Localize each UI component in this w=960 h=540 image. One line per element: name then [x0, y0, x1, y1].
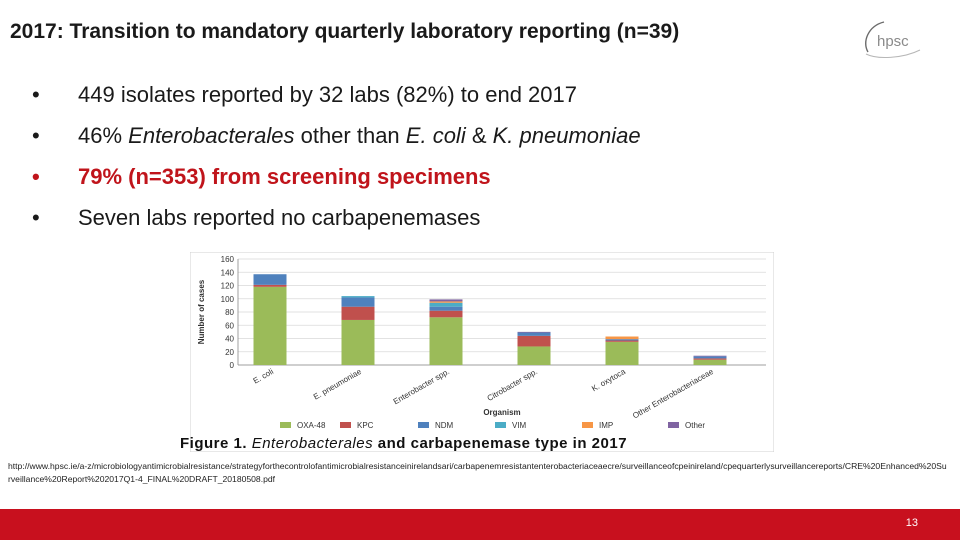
hpsc-logo	[865, 21, 921, 58]
bar-segment	[517, 332, 551, 336]
bar-segment	[429, 302, 463, 307]
legend-label: KPC	[357, 421, 374, 430]
y-tick-label: 100	[221, 295, 235, 304]
bullet-item: • 449 isolates reported by 32 labs (82%) …	[32, 80, 641, 121]
legend-label: OXA-48	[297, 421, 326, 430]
logo-text: hpsc	[877, 33, 909, 50]
bullet-text: 79% (n=353) from screening specimens	[78, 164, 491, 189]
bullet-item: • 46% Enterobacterales other than E. coli…	[32, 121, 641, 162]
y-tick-label: 60	[225, 321, 234, 330]
legend-swatch	[418, 422, 429, 428]
legend-swatch	[340, 422, 351, 428]
page-number: 13	[905, 517, 918, 529]
bullet-item: • Seven labs reported no carbapenemases	[32, 203, 641, 244]
bullet-text: &	[465, 123, 493, 148]
footer-bar: 13	[0, 509, 960, 540]
bullet-dot: •	[32, 82, 40, 107]
bullet-text: E. coli	[405, 123, 466, 148]
bullet-dot: •	[32, 164, 40, 189]
bar-segment	[253, 284, 287, 287]
y-tick-label: 160	[221, 255, 235, 264]
bar-segment	[605, 339, 639, 341]
bullet-text: Enterobacterales	[128, 123, 295, 148]
caption-prefix: Figure 1.	[180, 435, 252, 452]
legend-swatch	[280, 422, 291, 428]
bar-segment	[693, 355, 727, 357]
bar-segment	[429, 310, 463, 318]
bar-segment	[429, 301, 463, 303]
y-tick-label: 120	[221, 282, 235, 291]
y-tick-label: 0	[230, 361, 235, 370]
bullet-text: K. pneumoniae	[492, 123, 641, 148]
bar-segment	[693, 358, 727, 360]
legend-label: VIM	[512, 421, 527, 430]
caption-suffix: and carbapenemase type in 2017	[373, 435, 628, 452]
y-tick-label: 40	[225, 335, 234, 344]
bar-segment	[429, 306, 463, 311]
bullet-text: 449 isolates reported by 32 labs (82%) t…	[78, 82, 577, 107]
bar-segment	[517, 331, 551, 333]
figure-caption: Figure 1. Enterobacterales and carbapene…	[180, 435, 627, 452]
bullet-text: other than	[294, 123, 406, 148]
bar-segment	[605, 341, 639, 365]
bullet-text: 46%	[78, 123, 129, 148]
legend-label: Other	[685, 421, 705, 430]
legend-swatch	[495, 422, 506, 428]
bar-segment	[517, 335, 551, 347]
bullet-text: Seven labs reported no carbapenemases	[78, 205, 481, 230]
bar-segment	[429, 317, 463, 365]
legend-label: NDM	[435, 421, 454, 430]
bullet-item: • 79% (n=353) from screening specimens	[32, 162, 641, 203]
legend-swatch	[668, 422, 679, 428]
bar-segment	[253, 286, 287, 365]
y-axis-label: Number of cases	[197, 279, 206, 344]
bullet-dot: •	[32, 123, 40, 148]
x-axis-label: Organism	[483, 408, 520, 417]
legend-label: IMP	[599, 421, 613, 430]
bar-segment	[341, 319, 375, 365]
bar-segment	[517, 346, 551, 365]
bullet-dot: •	[32, 205, 40, 230]
bar-segment	[429, 299, 463, 302]
bar-segment	[693, 359, 727, 365]
y-tick-label: 140	[221, 268, 235, 277]
bullet-list: • 449 isolates reported by 32 labs (82%) …	[32, 80, 641, 244]
y-tick-label: 80	[225, 308, 234, 317]
bar-segment	[605, 340, 639, 342]
legend-swatch	[582, 422, 593, 428]
bar-segment	[341, 306, 375, 320]
bar-segment	[341, 296, 375, 298]
bar-segment	[605, 336, 639, 340]
y-tick-label: 20	[225, 348, 234, 357]
bar-segment	[693, 356, 727, 359]
caption-italic: Enterobacterales	[251, 435, 374, 452]
slide-title: 2017: Transition to mandatory quarterly …	[10, 20, 680, 43]
source-url[interactable]: http://www.hpsc.ie/a-z/microbiologyantim…	[8, 461, 947, 484]
bar-segment	[341, 297, 375, 307]
bar-segment	[253, 274, 287, 285]
